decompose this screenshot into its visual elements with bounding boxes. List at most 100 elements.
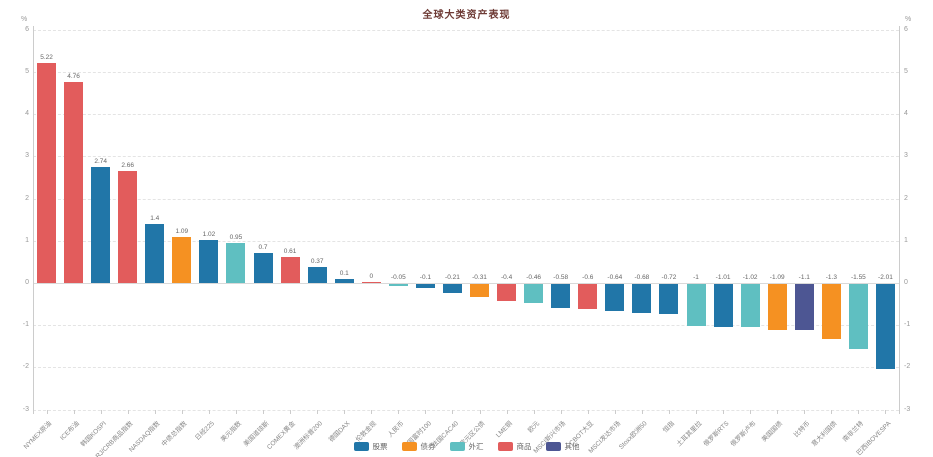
bar-MSCI新兴市场[interactable] — [551, 284, 571, 309]
bar-美元指数[interactable] — [226, 242, 246, 283]
bar-value-label: 5.22 — [40, 53, 53, 61]
bar-value-label: -0.21 — [445, 274, 460, 281]
bar-俄罗斯RTS[interactable] — [713, 284, 733, 327]
bar-伦敦金现[interactable] — [361, 282, 381, 283]
bar-value-label: -1.09 — [769, 274, 785, 281]
x-axis-tick — [804, 409, 806, 414]
legend-item-债券[interactable]: 债券 — [401, 441, 436, 452]
bar-美国国债[interactable] — [767, 284, 787, 330]
bar-英国富时100[interactable] — [415, 284, 435, 289]
legend-item-外汇[interactable]: 外汇 — [449, 441, 484, 452]
bar-value-label: -0.6 — [582, 274, 594, 281]
bar-value-label: -0.4 — [500, 274, 513, 281]
x-axis-label-伦敦金现: 伦敦金现 — [355, 419, 379, 444]
bar-意大利国债[interactable] — [821, 284, 841, 339]
y-axis-left — [33, 25, 34, 414]
bar-value-label: -1.02 — [742, 274, 758, 281]
bar-value-label: -1.01 — [715, 274, 731, 281]
y-axis-label-left: 0 — [25, 279, 29, 286]
bar-value-label: 1.09 — [175, 228, 189, 235]
y-axis-label-left: 4 — [25, 110, 29, 118]
gridline-y4 — [33, 114, 899, 116]
x-axis-label-日经225: 日经225 — [194, 419, 216, 442]
legend-label: 外汇 — [468, 442, 484, 451]
bar-澳洲标普200[interactable] — [307, 267, 327, 283]
y-axis-label-left: 1 — [25, 236, 29, 244]
gridline-y-1 — [33, 325, 899, 327]
bar-value-label: -0.46 — [526, 274, 542, 281]
x-axis-tick — [858, 409, 860, 414]
bar-NYMEX原油[interactable] — [37, 62, 57, 283]
bar-南非兰特[interactable] — [848, 284, 868, 350]
bar-MSCI发达市场[interactable] — [605, 284, 625, 311]
chart-title: 全球大类资产表现 — [422, 10, 511, 21]
bar-巴西IBOVESPA[interactable] — [875, 284, 895, 369]
bar-比特币[interactable] — [794, 284, 814, 331]
bar-人民币[interactable] — [388, 284, 408, 287]
x-axis-tick — [127, 409, 129, 414]
bar-value-label: -0.64 — [607, 274, 623, 281]
legend-item-其他[interactable]: 其他 — [545, 441, 580, 452]
bar-ICE布油[interactable] — [64, 82, 84, 283]
bar-value-label: -1.3 — [825, 274, 837, 281]
legend-swatch — [497, 442, 513, 451]
bar-恒指[interactable] — [659, 284, 679, 315]
gridline-y3 — [33, 156, 899, 158]
bar-Stoxx欧洲50[interactable] — [632, 284, 652, 313]
y-axis-label-right: -1 — [904, 321, 911, 329]
gridline-y1 — [33, 240, 899, 242]
x-axis-tick — [587, 409, 589, 414]
x-axis-tick — [479, 409, 481, 414]
x-axis-tick — [290, 409, 292, 414]
bar-欧元[interactable] — [524, 284, 544, 304]
y-axis-unit-right: % — [905, 15, 912, 23]
y-axis-label-right: 2 — [904, 194, 908, 202]
x-axis-tick — [181, 409, 183, 414]
bar-NASDAQ指数[interactable] — [145, 223, 165, 283]
x-axis-tick — [46, 409, 48, 414]
legend-item-股票[interactable]: 股票 — [353, 441, 388, 452]
bar-value-label: -1.55 — [850, 274, 866, 281]
bar-中债总指数[interactable] — [172, 237, 192, 283]
x-axis-tick — [885, 409, 887, 414]
bar-韩国KOSPI[interactable] — [91, 167, 111, 283]
bar-value-label: -0.1 — [419, 274, 431, 281]
bar-value-label: -0.05 — [390, 274, 406, 281]
legend-label: 商品 — [516, 442, 532, 451]
x-axis-tick — [371, 409, 373, 414]
x-axis-label-南非兰特: 南非兰特 — [842, 419, 866, 444]
bar-欧元区公债[interactable] — [470, 284, 490, 298]
y-axis-label-left: 6 — [25, 25, 29, 33]
x-axis-tick — [398, 409, 400, 414]
bar-COMEX黄金[interactable] — [280, 257, 300, 283]
bar-德国DAX[interactable] — [334, 278, 354, 283]
gridline-y5 — [33, 72, 899, 73]
bar-日经225[interactable] — [199, 239, 219, 283]
bar-LME铜[interactable] — [497, 284, 517, 301]
gridline-y0 — [33, 283, 899, 284]
x-axis-tick — [235, 409, 237, 414]
x-axis-tick — [317, 409, 319, 414]
bar-美国道琼斯[interactable] — [253, 253, 273, 283]
x-axis-tick — [506, 409, 508, 414]
bar-value-label: 4.76 — [67, 73, 80, 81]
legend-swatch — [545, 442, 561, 451]
bar-value-label: -0.58 — [553, 274, 569, 281]
legend-item-商品[interactable]: 商品 — [497, 441, 532, 452]
bar-value-label: 0.1 — [339, 269, 349, 277]
x-axis-label-比特币: 比特币 — [792, 419, 812, 439]
bar-RJ/CRB商品指数[interactable] — [118, 170, 138, 283]
bar-CBOT大豆[interactable] — [578, 284, 598, 310]
y-axis-label-right: -2 — [904, 363, 911, 371]
bar-法国CAC40[interactable] — [442, 284, 462, 293]
bar-俄罗斯卢布[interactable] — [740, 284, 760, 328]
x-axis-tick — [100, 409, 102, 414]
legend-label: 其他 — [564, 442, 580, 451]
x-axis-tick — [696, 409, 698, 414]
bar-土耳其里拉[interactable] — [686, 284, 706, 327]
bar-value-label: 1.4 — [150, 214, 160, 222]
y-axis-unit-left: % — [21, 15, 28, 23]
bar-value-label: 2.66 — [121, 161, 135, 169]
legend-swatch — [449, 442, 465, 451]
x-axis-label-恒指: 恒指 — [661, 419, 677, 434]
